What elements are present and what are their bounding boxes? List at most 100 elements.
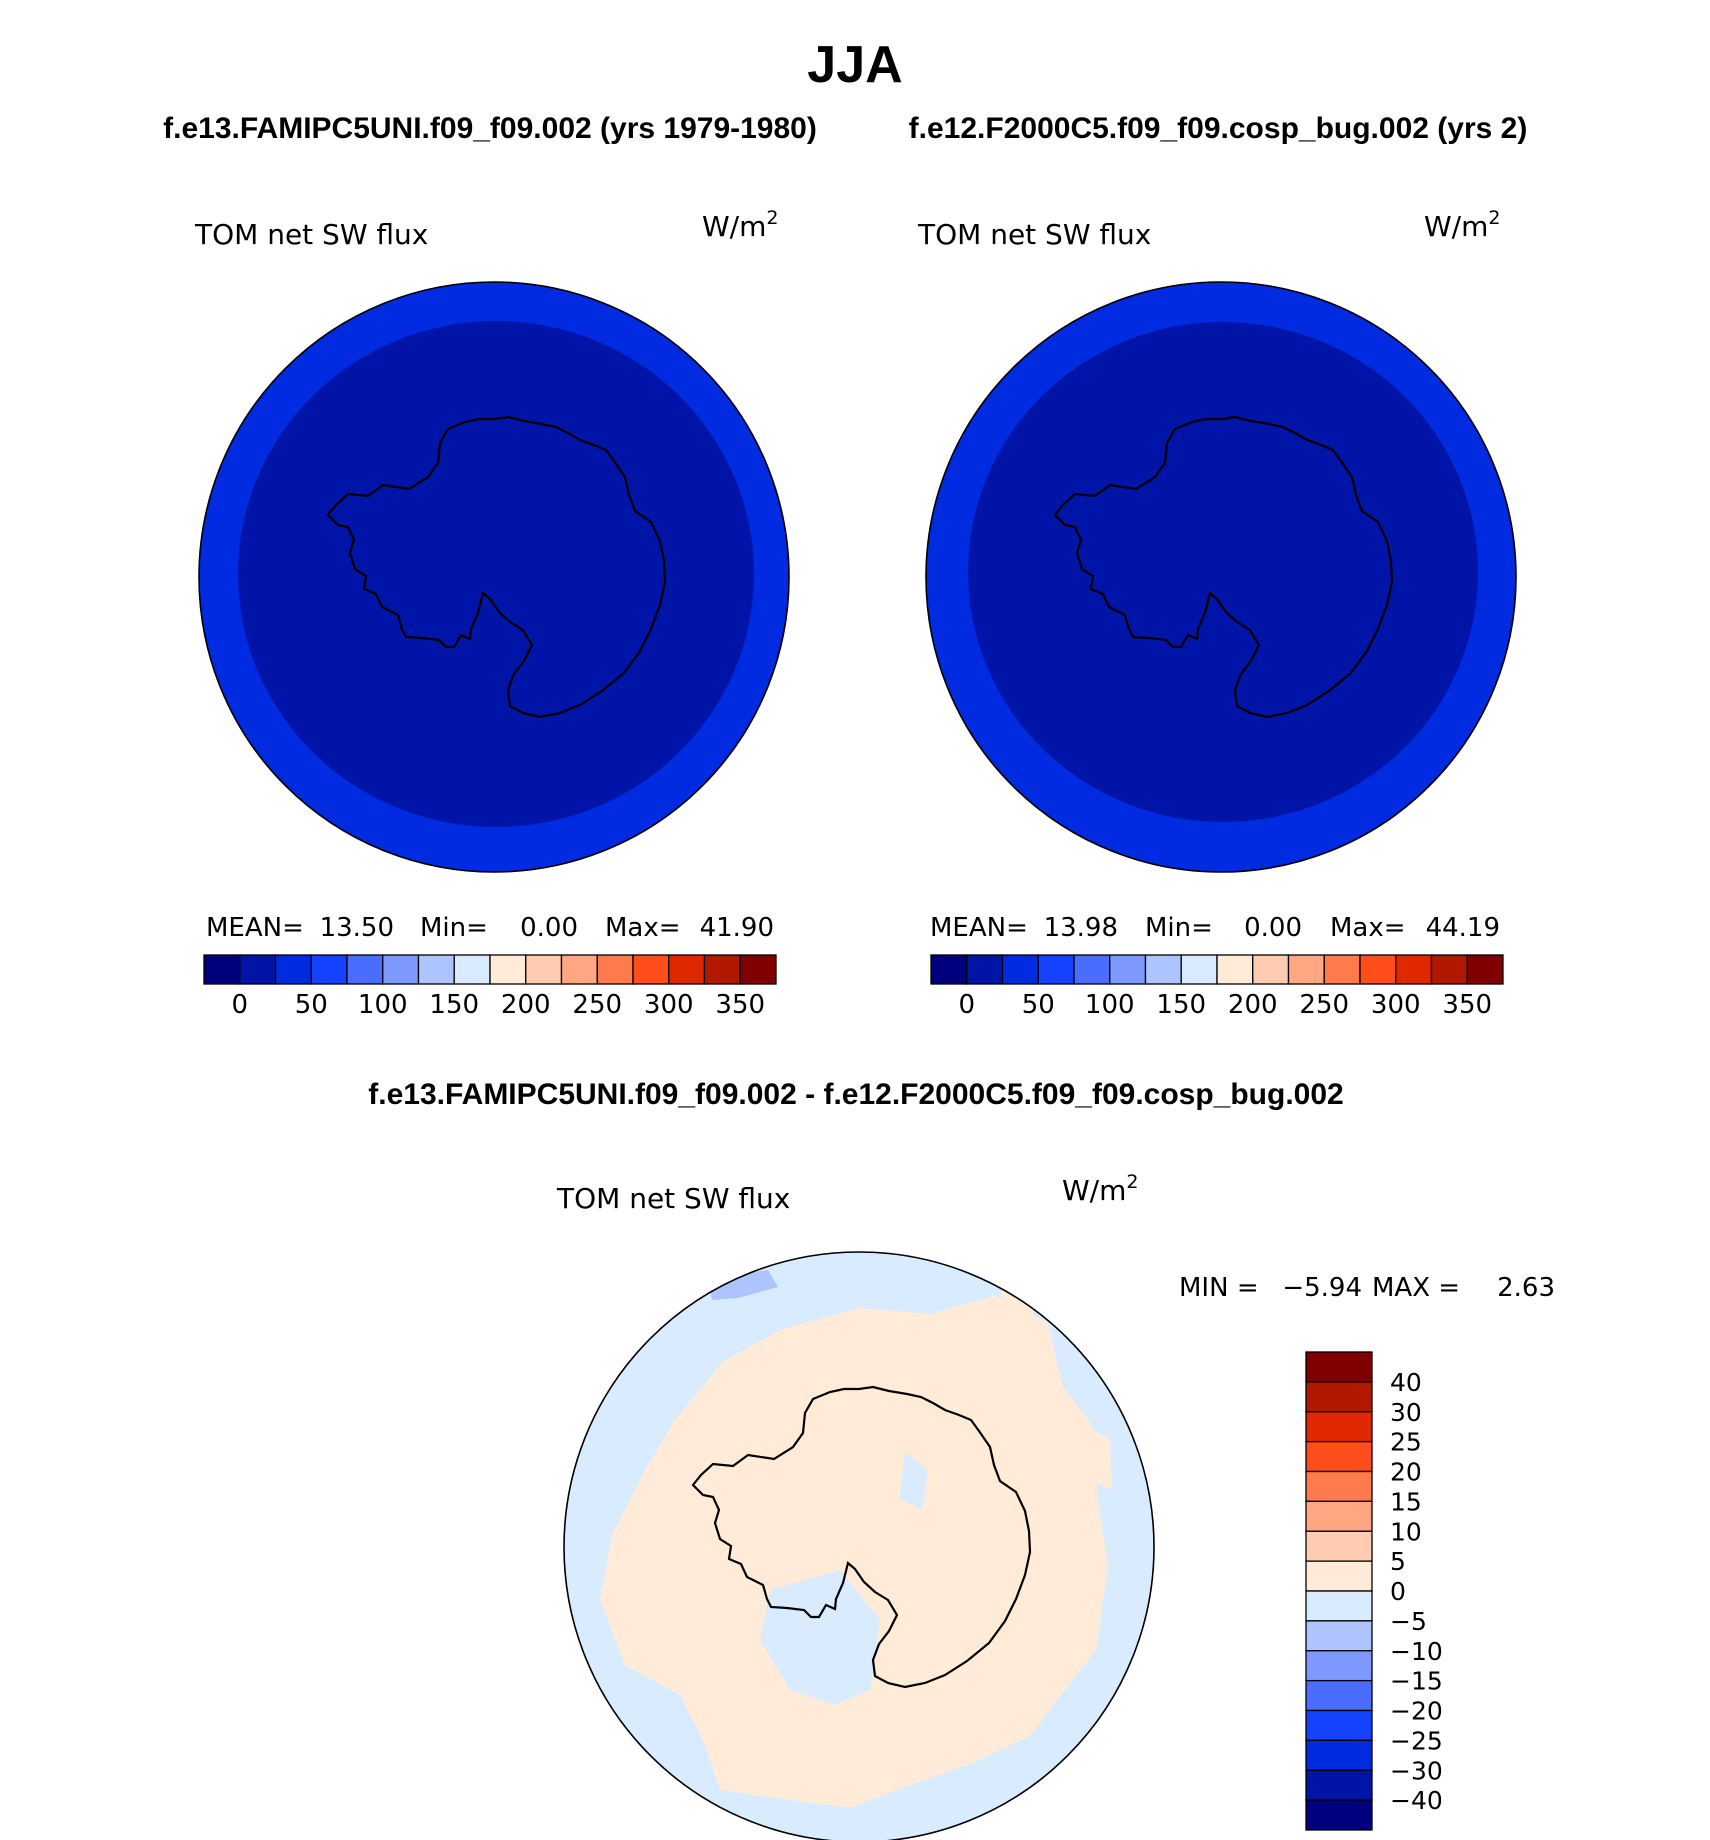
field-layer bbox=[199, 282, 789, 872]
colorbar-box bbox=[1359, 954, 1397, 985]
colorbar-box bbox=[966, 954, 1004, 985]
colorbar-tick-label: 350 bbox=[715, 990, 765, 1020]
colorbar-tick-label: −30 bbox=[1390, 1756, 1443, 1785]
colorbar-box bbox=[1073, 954, 1111, 985]
colorbar-tick-label: −5 bbox=[1390, 1607, 1427, 1636]
colorbar-tick-label: −40 bbox=[1390, 1786, 1443, 1815]
mean-value: 13.50 bbox=[320, 913, 394, 943]
colorbar-box bbox=[453, 954, 491, 985]
top-left-case-title: f.e13.FAMIPC5UNI.f09_f09.002 (yrs 1979-1… bbox=[163, 112, 817, 145]
variable-label: TOM net SW flux bbox=[194, 218, 428, 251]
stats-row: MIN = −5.94 MAX = 2.63 bbox=[1179, 1273, 1555, 1303]
colorbar-box bbox=[1109, 954, 1147, 985]
colorbar-tick-label: 250 bbox=[1299, 990, 1349, 1020]
colorbar-tick-label: 350 bbox=[1442, 990, 1492, 1020]
stats-row: MEAN= 13.50 Min= 0.00 Max= 41.90 bbox=[206, 913, 774, 943]
colorbar-box bbox=[310, 954, 348, 985]
max-value: 44.19 bbox=[1426, 913, 1500, 943]
negative-anomaly-region bbox=[900, 1452, 928, 1510]
colorbar-box bbox=[1395, 954, 1433, 985]
colorbar-tick-label: 50 bbox=[295, 990, 328, 1020]
colorbar-box bbox=[1180, 954, 1218, 985]
positive-anomaly-region bbox=[600, 1296, 1108, 1808]
mean-value: 13.98 bbox=[1044, 913, 1118, 943]
colorbar-box bbox=[1305, 1679, 1373, 1712]
max-label: MAX = bbox=[1372, 1273, 1460, 1303]
colorbar-tick-label: 100 bbox=[358, 990, 408, 1020]
colorbar-tick-label: 15 bbox=[1390, 1487, 1422, 1516]
colorbar-box bbox=[1305, 1739, 1373, 1771]
colorbar-tick-label: −20 bbox=[1390, 1697, 1443, 1726]
max-label: Max= bbox=[1330, 913, 1406, 943]
colorbar-tick-label: 10 bbox=[1390, 1517, 1422, 1546]
colorbar-box bbox=[1305, 1769, 1373, 1801]
colorbar-box bbox=[1305, 1500, 1373, 1532]
colorbar-box bbox=[1305, 1620, 1373, 1652]
colorbar-box bbox=[525, 954, 563, 985]
units-label: W/m2 bbox=[702, 207, 779, 243]
max-value: 41.90 bbox=[700, 913, 774, 943]
colorbar-box bbox=[632, 954, 670, 985]
colorbar-box bbox=[382, 954, 420, 985]
colorbar-box bbox=[417, 954, 455, 985]
field-layer bbox=[564, 1252, 1154, 1840]
colorbar-box bbox=[596, 954, 634, 985]
colorbar-box bbox=[703, 954, 741, 985]
colorbar-box bbox=[489, 954, 527, 985]
max-label: Max= bbox=[605, 913, 681, 943]
field-layer bbox=[926, 282, 1516, 872]
min-value: 0.00 bbox=[1244, 913, 1302, 943]
colorbar-tick-label: 5 bbox=[1390, 1547, 1406, 1576]
colorbar-box bbox=[1252, 954, 1290, 985]
colorbar-tick-label: 20 bbox=[1390, 1458, 1422, 1487]
colorbar-box bbox=[1305, 1351, 1373, 1383]
variable-label: TOM net SW flux bbox=[917, 218, 1151, 251]
colorbar-box bbox=[1305, 1560, 1373, 1592]
colorbar-box bbox=[1305, 1411, 1373, 1443]
colorbar-box bbox=[1305, 1650, 1373, 1682]
map-panel-left: TOM net SW flux W/m2 MEAN= 13.50 Min= 0.… bbox=[194, 207, 790, 1020]
colorbar-tick-label: 200 bbox=[1228, 990, 1278, 1020]
colorbar-tick-label: 0 bbox=[958, 990, 975, 1020]
map-panel-right: TOM net SW flux W/m2 MEAN= 13.98 Min= 0.… bbox=[917, 207, 1517, 1020]
colorbar-tick-label: 0 bbox=[231, 990, 248, 1020]
positive-anomaly-region bbox=[1000, 1280, 1034, 1318]
colorbar-box bbox=[668, 954, 706, 985]
min-label: Min= bbox=[1145, 913, 1213, 943]
variable-label: TOM net SW flux bbox=[556, 1182, 790, 1215]
colorbar-box bbox=[930, 954, 968, 985]
map-panel-difference: TOM net SW flux W/m2 MIN = −5.94 MAX = 2… bbox=[556, 1171, 1555, 1840]
figure-title: JJA bbox=[807, 36, 902, 94]
mean-label: MEAN= bbox=[206, 913, 304, 943]
colorbar-tick-label: 100 bbox=[1085, 990, 1135, 1020]
colorbar-tick-label: 150 bbox=[1156, 990, 1206, 1020]
colorbar-horizontal: 0 50 100 150 200 250 300 350 bbox=[203, 954, 777, 1020]
colorbar-tick-label: 40 bbox=[1390, 1368, 1422, 1397]
min-value: 0.00 bbox=[520, 913, 578, 943]
positive-anomaly-region bbox=[1078, 1420, 1112, 1490]
colorbar-tick-label: 30 bbox=[1390, 1398, 1422, 1427]
map-boundary bbox=[925, 281, 1517, 873]
units-label: W/m2 bbox=[1062, 1171, 1139, 1207]
colorbar-box bbox=[1287, 954, 1325, 985]
colorbar-box bbox=[1037, 954, 1075, 985]
colorbar-box bbox=[1305, 1530, 1373, 1562]
colorbar-tick-label: 200 bbox=[501, 990, 551, 1020]
colorbar-box bbox=[1305, 1590, 1373, 1622]
colorbar-box bbox=[346, 954, 384, 985]
top-right-case-title: f.e12.F2000C5.f09_f09.cosp_bug.002 (yrs … bbox=[909, 112, 1528, 145]
colorbar-box bbox=[1305, 1470, 1373, 1503]
min-label: MIN = bbox=[1179, 1273, 1259, 1303]
map-boundary bbox=[563, 1251, 1155, 1840]
colorbar-tick-label: 300 bbox=[644, 990, 694, 1020]
colorbar-box bbox=[560, 954, 598, 985]
colorbar-box bbox=[1001, 954, 1039, 985]
colorbar-box bbox=[1216, 954, 1254, 985]
colorbar-box bbox=[1305, 1799, 1373, 1831]
colorbar-box bbox=[239, 954, 277, 985]
max-value: 2.63 bbox=[1497, 1273, 1555, 1303]
colorbar-tick-label: −10 bbox=[1390, 1637, 1443, 1666]
min-label: Min= bbox=[420, 913, 488, 943]
colorbar-horizontal: 0 50 100 150 200 250 300 350 bbox=[930, 954, 1504, 1020]
